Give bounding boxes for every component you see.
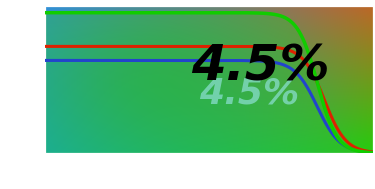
Text: 4.5%: 4.5% <box>199 77 299 111</box>
X-axis label: V [mV]: V [mV] <box>190 174 228 184</box>
Y-axis label: J [mA cm⁻²]: J [mA cm⁻²] <box>12 51 21 108</box>
Text: 4.5%: 4.5% <box>191 42 330 90</box>
